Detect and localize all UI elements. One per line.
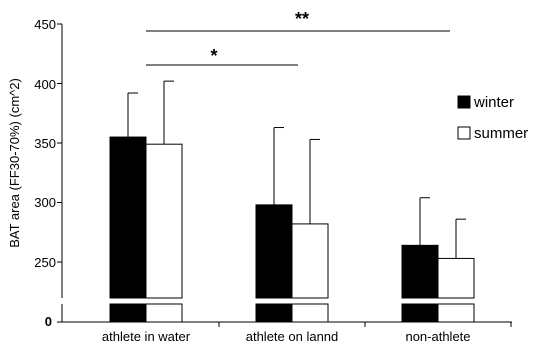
sig-label-2: ** xyxy=(295,9,309,29)
bar-winter-base xyxy=(109,303,147,323)
legend-label-winter: winter xyxy=(473,94,514,111)
y-axis-title: BAT area (FF30-70%) (cm^2) xyxy=(7,78,22,248)
legend-swatch-summer xyxy=(457,126,471,140)
x-category-label: non-athlete xyxy=(405,329,470,344)
y-tick-label: 400 xyxy=(34,77,56,92)
bar-winter xyxy=(255,204,293,299)
bar-winter-base xyxy=(401,303,439,323)
bar-winter xyxy=(109,136,147,299)
legend-label-summer: summer xyxy=(474,125,528,142)
y-tick-label-zero: 0 xyxy=(45,314,52,329)
bar-winter xyxy=(401,244,439,299)
error-bars xyxy=(127,80,466,259)
bar-summer xyxy=(145,143,183,299)
bar-summer-base xyxy=(437,303,475,323)
bar-summer xyxy=(291,223,329,299)
legend-swatch-winter xyxy=(457,95,471,109)
bar-winter-base xyxy=(255,303,293,323)
x-category-label: athlete on lannd xyxy=(246,329,339,344)
legend: winter summer xyxy=(457,94,528,142)
x-category-labels: athlete in water athlete on lannd non-at… xyxy=(102,329,471,344)
x-category-label: athlete in water xyxy=(102,329,191,344)
y-tick-label: 250 xyxy=(34,255,56,270)
y-tick-label: 350 xyxy=(34,136,56,151)
sig-label-1: * xyxy=(210,46,217,66)
y-tick-label: 300 xyxy=(34,195,56,210)
bar-summer xyxy=(437,257,475,299)
y-tick-label: 450 xyxy=(34,17,56,32)
bar-summer-base xyxy=(145,303,183,323)
bars xyxy=(109,136,475,323)
significance-markers: * ** xyxy=(146,9,450,66)
y-tick-labels: 450 400 350 300 250 0 xyxy=(34,17,56,329)
bar-summer-base xyxy=(291,303,329,323)
